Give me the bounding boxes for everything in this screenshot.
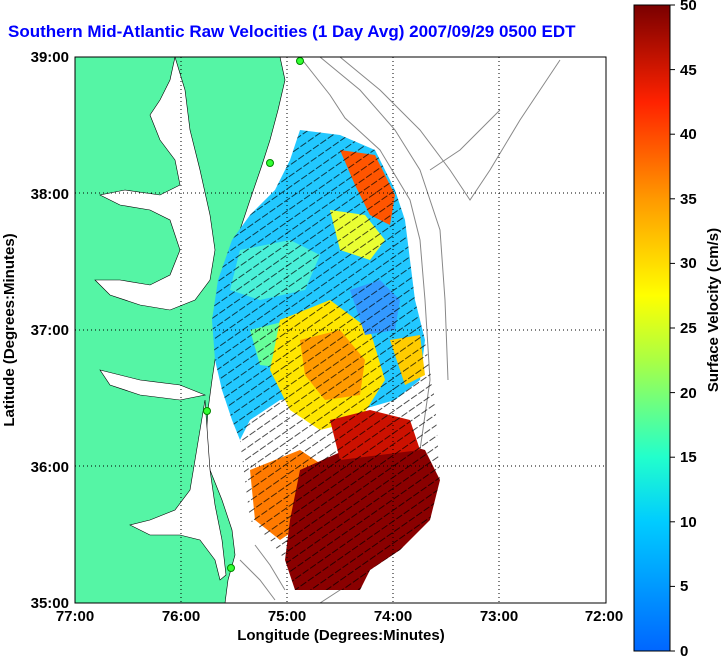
station-4 — [227, 564, 235, 572]
x-tick-label: 75:00 — [268, 608, 306, 625]
chesapeake-bay — [94, 57, 216, 311]
map-title: Southern Mid-Atlantic Raw Velocities (1 … — [8, 22, 576, 41]
y-axis-label: Latitude (Degrees:Minutes) — [1, 233, 18, 426]
y-tick-label: 38:00 — [31, 186, 69, 203]
station-2 — [266, 159, 274, 167]
colorbar-tick-label: 50 — [680, 0, 697, 14]
estuary — [99, 369, 207, 401]
colorbar-tick-label: 5 — [680, 578, 688, 595]
plot-frame — [74, 56, 607, 604]
colorbar-tick-label: 45 — [680, 62, 697, 79]
x-tick-label: 77:00 — [56, 608, 94, 625]
colorbar-label: Surface Velocity (cm/s) — [705, 228, 722, 392]
x-tick-label: 72:00 — [585, 608, 623, 625]
colorbar-tick-label: 10 — [680, 514, 697, 531]
y-tick-label: 39:00 — [31, 49, 69, 66]
y-tick-label: 37:00 — [31, 322, 69, 339]
radar-stations — [203, 57, 304, 572]
y-tick-label: 36:00 — [31, 459, 69, 476]
y-axis: 39:00 38:00 37:00 36:00 35:00 Latitude (… — [1, 49, 69, 612]
colorbar-tick-label: 25 — [680, 320, 697, 337]
colorbar-tick-label: 15 — [680, 449, 697, 466]
velocity-field — [212, 130, 440, 590]
y-tick-label: 35:00 — [31, 595, 69, 612]
colorbar-tick-label: 35 — [680, 191, 697, 208]
pamlico-sound — [129, 399, 227, 581]
station-3 — [203, 407, 211, 415]
x-axis: 77:00 76:00 75:00 74:00 73:00 72:00 Long… — [56, 608, 623, 644]
station-1 — [296, 57, 304, 65]
colorbar-tick-label: 30 — [680, 255, 697, 272]
x-axis-label: Longitude (Degrees:Minutes) — [237, 627, 445, 644]
colorbar-tick-label: 20 — [680, 385, 697, 402]
colorbar-tick-label: 40 — [680, 126, 697, 143]
x-tick-label: 73:00 — [480, 608, 518, 625]
graticule — [75, 57, 606, 603]
colorbar-gradient — [633, 4, 671, 652]
colorbar: 50 45 40 35 30 25 20 15 10 5 0 Surface V… — [633, 0, 722, 659]
x-tick-label: 74:00 — [374, 608, 412, 625]
colorbar-tick-label: 0 — [680, 643, 688, 659]
x-tick-label: 76:00 — [162, 608, 200, 625]
